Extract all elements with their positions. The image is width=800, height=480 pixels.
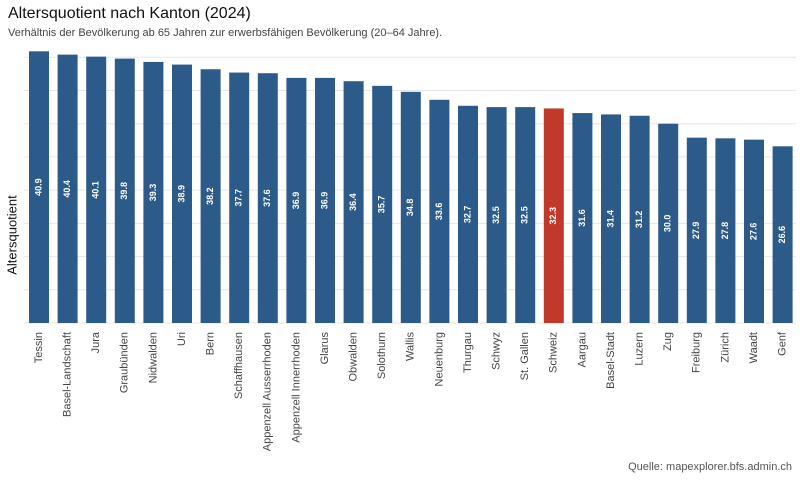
x-tick-label: Bern (205, 332, 217, 355)
x-tick-label: Schaffhausen (233, 332, 245, 399)
bar-neuenburg (429, 99, 450, 323)
data-label: 39.8 (119, 182, 129, 200)
source-note: Quelle: mapexplorer.bfs.admin.ch (628, 461, 792, 473)
data-label: 39.3 (148, 184, 158, 202)
data-label: 27.9 (691, 222, 701, 240)
data-label: 38.9 (176, 185, 186, 203)
bar-waadt (744, 139, 764, 323)
data-label: 34.8 (405, 199, 415, 217)
x-tick-label: Schwyz (491, 332, 503, 370)
x-tick-label: Schweiz (548, 332, 560, 373)
bar-jura (86, 56, 107, 323)
bar-basel-landschaft (57, 54, 78, 323)
x-tick-label: Uri (176, 332, 188, 346)
data-label: 31.2 (634, 211, 644, 229)
x-tick-label: Appenzell Innerrhoden (290, 332, 302, 443)
x-tick-label: Freiburg (691, 332, 703, 373)
data-label: 36.4 (348, 193, 358, 211)
bar-zürich (715, 138, 736, 323)
bar-zug (658, 123, 679, 323)
bar-genf (772, 146, 793, 323)
x-tick-label: St. Gallen (519, 332, 531, 380)
x-tick-label: Basel-Landschaft (62, 332, 74, 417)
x-tick-label: Zug (662, 332, 674, 351)
data-label: 36.9 (291, 192, 301, 210)
bar-luzern (629, 115, 650, 323)
x-tick-label: Nidwalden (147, 332, 159, 383)
data-label: 38.2 (205, 187, 215, 205)
data-label: 27.8 (720, 222, 730, 240)
data-label: 32.7 (462, 206, 472, 224)
bar-aargau (572, 113, 593, 323)
x-tick-label: Jura (90, 331, 102, 353)
data-label: 37.6 (262, 189, 272, 207)
data-label: 32.5 (520, 206, 530, 224)
chart-subtitle: Verhältnis der Bevölkerung ab 65 Jahren … (8, 27, 443, 39)
x-tick-label: Zürich (719, 332, 731, 363)
x-tick-label: Aargau (576, 332, 588, 367)
x-tick-label: Thurgau (462, 332, 474, 373)
bar-bern (200, 69, 221, 323)
x-tick-label: Wallis (405, 332, 417, 361)
data-label: 37.7 (234, 189, 244, 207)
x-tick-label: Solothurn (376, 332, 388, 379)
data-label: 36.9 (319, 192, 329, 210)
bar-schwyz (486, 107, 507, 323)
bar-uri (172, 64, 192, 323)
bar-schweiz (543, 108, 564, 323)
bar-freiburg (686, 137, 707, 323)
data-label: 31.6 (577, 209, 587, 227)
data-label: 32.3 (548, 207, 558, 225)
chart-title: Altersquotient nach Kanton (2024) (8, 5, 251, 22)
bar-appenzell-innerrhoden (286, 77, 307, 323)
bar-appenzell-ausserrhoden (257, 73, 278, 323)
data-label: 26.6 (777, 226, 787, 244)
bar-wallis (400, 91, 421, 323)
data-label: 31.4 (605, 210, 615, 228)
x-tick-label: Neuenburg (433, 332, 445, 386)
bar-graubünden (114, 58, 135, 323)
bar-solothurn (372, 85, 393, 323)
x-tick-label: Glarus (319, 332, 331, 365)
bar-basel-stadt (601, 114, 621, 324)
x-tick-label: Luzern (634, 332, 646, 366)
data-label: 40.9 (33, 178, 43, 196)
bar-thurgau (458, 105, 478, 324)
x-tick-label: Graubünden (119, 332, 131, 393)
x-tick-label: Waadt (748, 332, 760, 363)
bar-obwalden (343, 81, 364, 323)
x-tick-label: Obwalden (348, 332, 360, 382)
x-tick-label: Appenzell Ausserrhoden (262, 332, 274, 451)
data-label: 32.5 (491, 206, 501, 224)
bar-tessin (29, 51, 49, 324)
x-tick-label: Tessin (33, 332, 45, 363)
x-tick-label: Genf (777, 331, 789, 356)
bar-schaffhausen (229, 72, 250, 323)
bar-chart: 40.9 Tessin 40.4 Basel-Landschaft 40.1 Jura 39… (24, 51, 796, 451)
bar-nidwalden (143, 61, 164, 323)
x-tick-label: Basel-Stadt (605, 332, 617, 389)
data-label: 27.6 (748, 223, 758, 241)
data-label: 33.6 (434, 203, 444, 221)
data-label: 40.1 (91, 181, 101, 199)
data-label: 40.4 (62, 180, 72, 198)
bar-st-gallen (515, 107, 536, 323)
data-label: 30.0 (663, 215, 673, 233)
data-label: 35.7 (377, 196, 387, 214)
bar-glarus (315, 77, 335, 323)
